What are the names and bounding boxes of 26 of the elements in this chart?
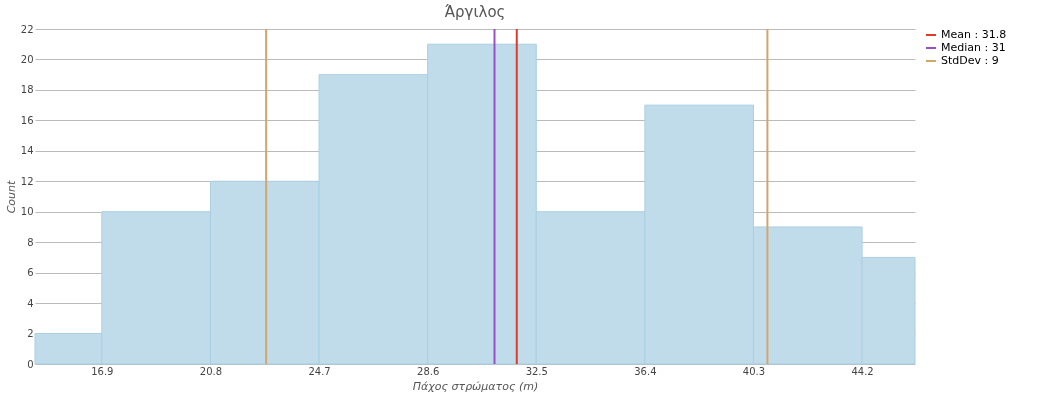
legend-label: Mean : 31.8: [941, 28, 1007, 41]
x-tick-label: 44.2: [851, 365, 874, 377]
y-tick-label: 18: [20, 84, 34, 96]
x-tick-label: 40.3: [742, 365, 766, 377]
y-tick-label: 14: [20, 145, 34, 157]
y-tick-label: 4: [27, 297, 34, 309]
x-tick-label: 16.9: [91, 365, 114, 377]
y-tick-label: 16: [20, 114, 34, 126]
x-tick-label: 28.6: [417, 365, 440, 377]
x-tick-label: 36.4: [634, 365, 657, 377]
chart-title: Άργιλος: [444, 3, 506, 21]
x-axis-title: Πάχος στρώματος (m): [412, 379, 539, 393]
y-tick-label: 22: [20, 23, 34, 35]
y-tick-label: 10: [20, 206, 34, 218]
y-tick-label: 6: [27, 267, 34, 279]
y-tick-label: 0: [27, 358, 34, 370]
legend-label: Median : 31: [941, 41, 1006, 54]
y-tick-label: 12: [20, 175, 34, 187]
y-tick-label: 8: [27, 236, 34, 248]
y-tick-label: 20: [20, 53, 34, 65]
x-tick-label: 24.7: [308, 365, 331, 377]
y-axis-title: Count: [4, 179, 18, 214]
y-tick-label: 2: [27, 328, 34, 340]
x-tick-label: 32.5: [525, 365, 548, 377]
x-tick-label: 20.8: [199, 365, 223, 377]
legend-label: StdDev : 9: [941, 54, 999, 67]
